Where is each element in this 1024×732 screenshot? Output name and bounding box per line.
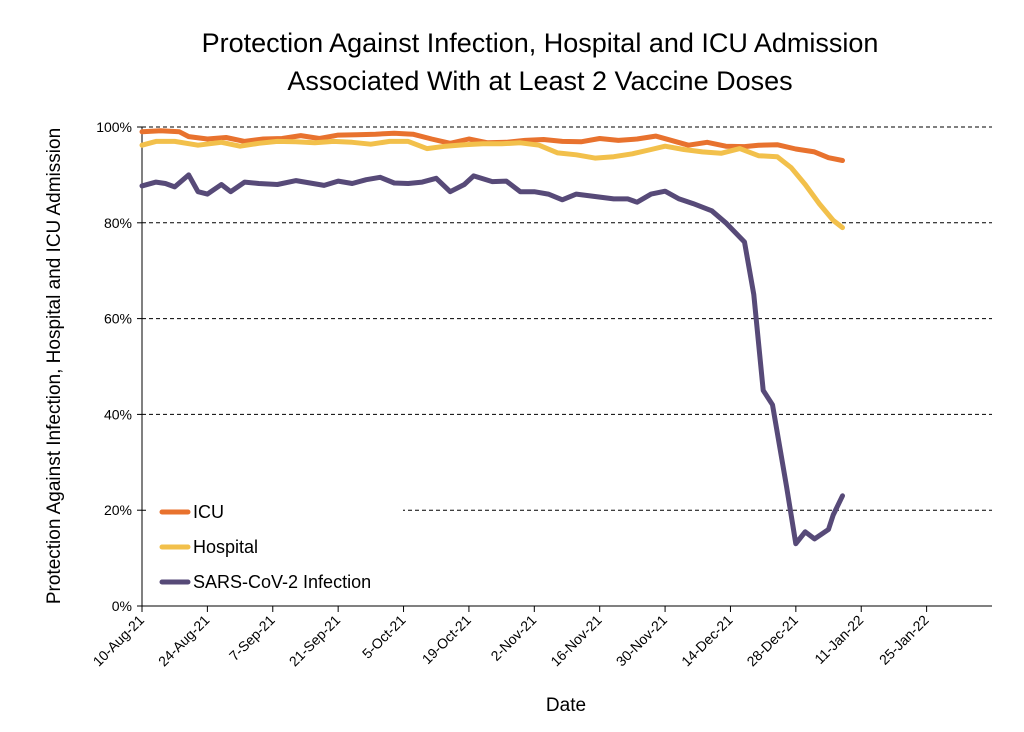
x-tick-label-10: 28-Dec-21 — [743, 612, 801, 670]
x-tick-label-1: 24-Aug-21 — [155, 612, 213, 670]
legend-label-1: ICU — [193, 502, 224, 522]
series-line-3 — [139, 172, 845, 547]
legend-label-2: Hospital — [193, 537, 258, 557]
legend-background — [148, 490, 403, 594]
legend-box — [148, 490, 403, 594]
x-tick-label-4: 5-Oct-21 — [359, 612, 409, 662]
x-tick-label-6: 2-Nov-21 — [487, 612, 539, 664]
x-axis-title: Date — [546, 695, 586, 716]
x-tick-label-2: 7-Sep-21 — [226, 612, 278, 664]
x-tick-label-11: 11-Jan-22 — [811, 612, 866, 667]
x-tick-label-5: 19-Oct-21 — [419, 612, 474, 667]
y-tick-label-0: 0% — [112, 598, 132, 614]
x-tick-label-3: 21-Sep-21 — [286, 612, 344, 670]
y-axis-title: Protection Against Infection, Hospital a… — [44, 128, 65, 604]
y-tick-label-5: 100% — [96, 119, 132, 135]
y-tick-label-3: 60% — [104, 311, 132, 327]
x-axis-ticks: 10-Aug-21 24-Aug-21 7-Sep-21 21-Sep-21 5-Oct… — [90, 606, 932, 669]
legend: ICU Hospital SARS-CoV-2 Infection — [159, 502, 371, 592]
x-tick-label-7: 16-Nov-21 — [547, 612, 605, 670]
axes — [141, 127, 992, 607]
legend-label-3: SARS-CoV-2 Infection — [193, 572, 371, 592]
x-tick-label-8: 30-Nov-21 — [613, 612, 671, 670]
x-tick-label-12: 25-Jan-22 — [876, 612, 932, 668]
y-tick-label-1: 20% — [104, 502, 132, 518]
series-line-2 — [139, 138, 845, 231]
series-lines — [139, 128, 845, 547]
y-axis-ticks: 0% 20% 40% 60% 80% 100% — [96, 119, 142, 614]
x-tick-label-0: 10-Aug-21 — [90, 612, 148, 670]
x-tick-label-9: 14-Dec-21 — [678, 612, 736, 670]
chart-title-line-2: Associated With at Least 2 Vaccine Doses — [287, 66, 792, 96]
y-tick-label-4: 80% — [104, 215, 132, 231]
chart-title-line-1: Protection Against Infection, Hospital a… — [202, 28, 879, 58]
y-tick-label-2: 40% — [104, 406, 132, 422]
